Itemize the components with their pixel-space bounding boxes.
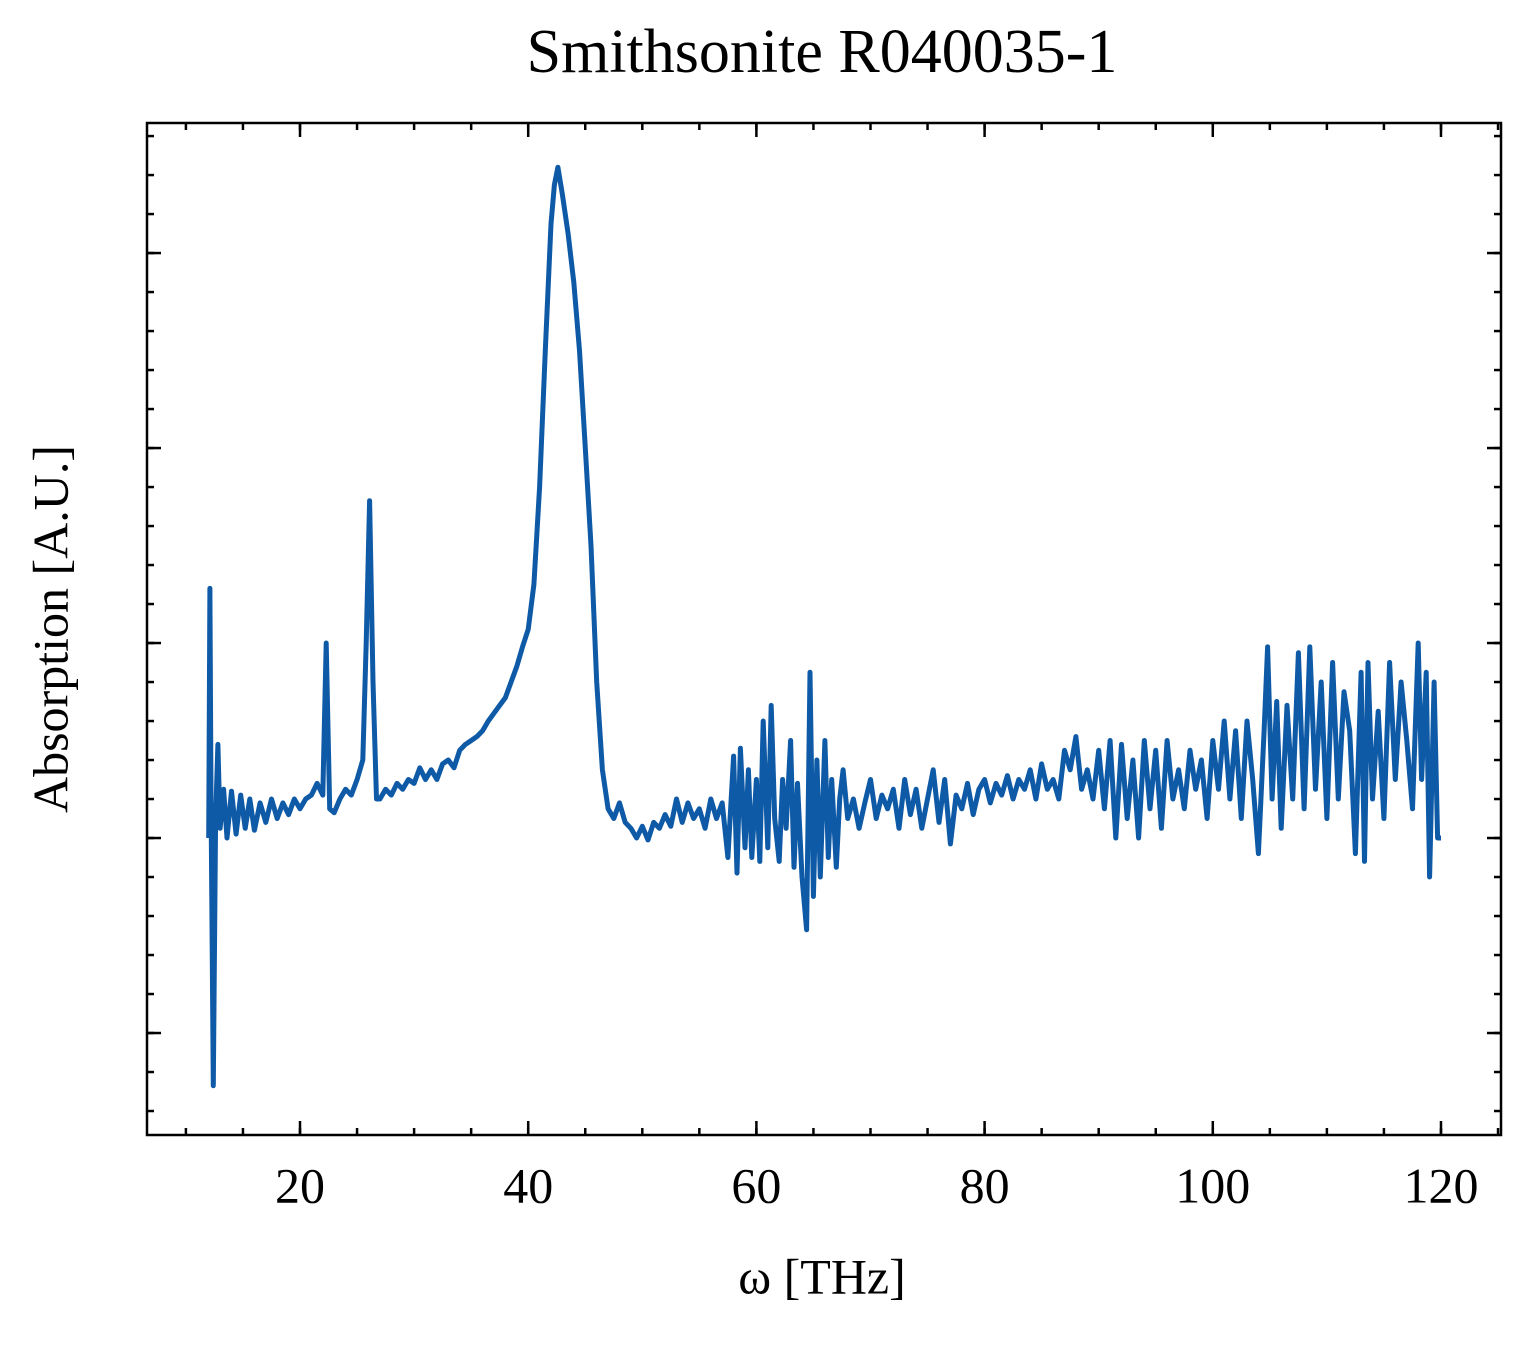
x-tick-label: 120: [1403, 1157, 1478, 1213]
x-tick-label: 20: [275, 1157, 325, 1213]
x-tick-label: 100: [1175, 1157, 1250, 1213]
data-line: [206, 164, 1441, 1089]
x-tick-label: 60: [731, 1157, 781, 1213]
x-axis-label: ω [THz]: [738, 1248, 906, 1304]
plot-frame: [145, 121, 1503, 1137]
x-tick-label: 40: [503, 1157, 553, 1213]
y-axis-label: Absorption [A.U.]: [22, 445, 78, 813]
chart-title: Smithsonite R040035-1: [527, 18, 1118, 86]
x-tick-label: 80: [960, 1157, 1010, 1213]
